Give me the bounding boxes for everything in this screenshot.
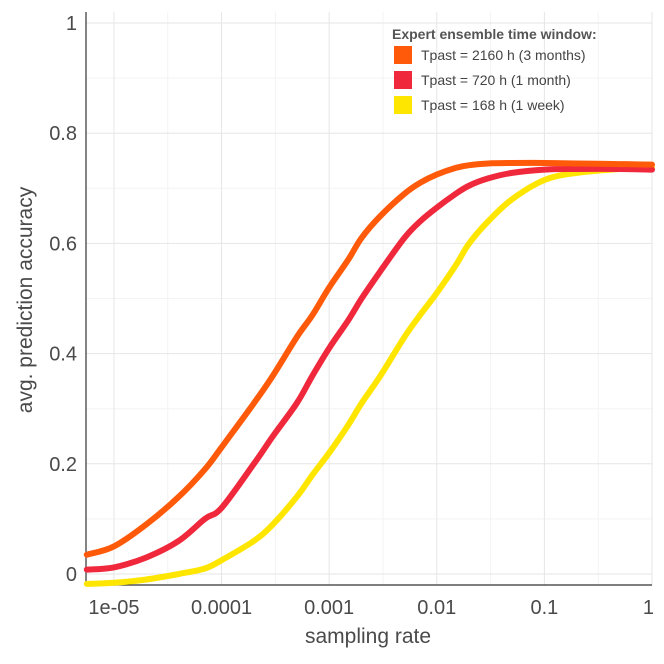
y-tick-label: 0 [66, 564, 77, 586]
x-tick-label: 1 [643, 597, 654, 619]
y-tick-label: 0.8 [49, 123, 77, 145]
x-tick-label: 0.01 [417, 597, 456, 619]
legend-swatch-1 [394, 46, 412, 64]
grid [86, 12, 653, 585]
legend-swatch-2 [394, 71, 412, 89]
legend: Expert ensemble time window: Tpast = 216… [392, 26, 597, 114]
legend-label-2: Tpast = 720 h (1 month) [421, 72, 571, 88]
x-tick-label: 1e-05 [88, 597, 139, 619]
y-tick-label: 0.6 [49, 233, 77, 255]
legend-swatch-3 [394, 96, 412, 114]
x-tick-label: 0.001 [304, 597, 354, 619]
y-axis-title: avg. prediction accuracy [14, 186, 37, 413]
x-tick-label: 0.0001 [191, 597, 252, 619]
legend-title: Expert ensemble time window: [392, 26, 597, 42]
legend-items: Tpast = 2160 h (3 months) Tpast = 720 h (… [394, 46, 586, 114]
y-tick-label: 1 [66, 13, 77, 35]
tick-labels: 1e-05 0.0001 0.001 0.01 0.1 1 0 0.2 0.4 0.6 0.8 1 [49, 13, 654, 619]
y-tick-label: 0.2 [49, 454, 77, 476]
y-tick-label: 0.4 [49, 344, 77, 366]
series-line-2 [83, 165, 655, 573]
series-line-1 [83, 159, 655, 558]
x-tick-label: 0.1 [530, 597, 558, 619]
legend-label-1: Tpast = 2160 h (3 months) [421, 47, 586, 63]
x-axis-title: sampling rate [305, 625, 431, 648]
legend-label-3: Tpast = 168 h (1 week) [421, 97, 565, 113]
axes [85, 12, 652, 586]
series-line-3 [83, 164, 655, 587]
series-group [83, 159, 655, 587]
